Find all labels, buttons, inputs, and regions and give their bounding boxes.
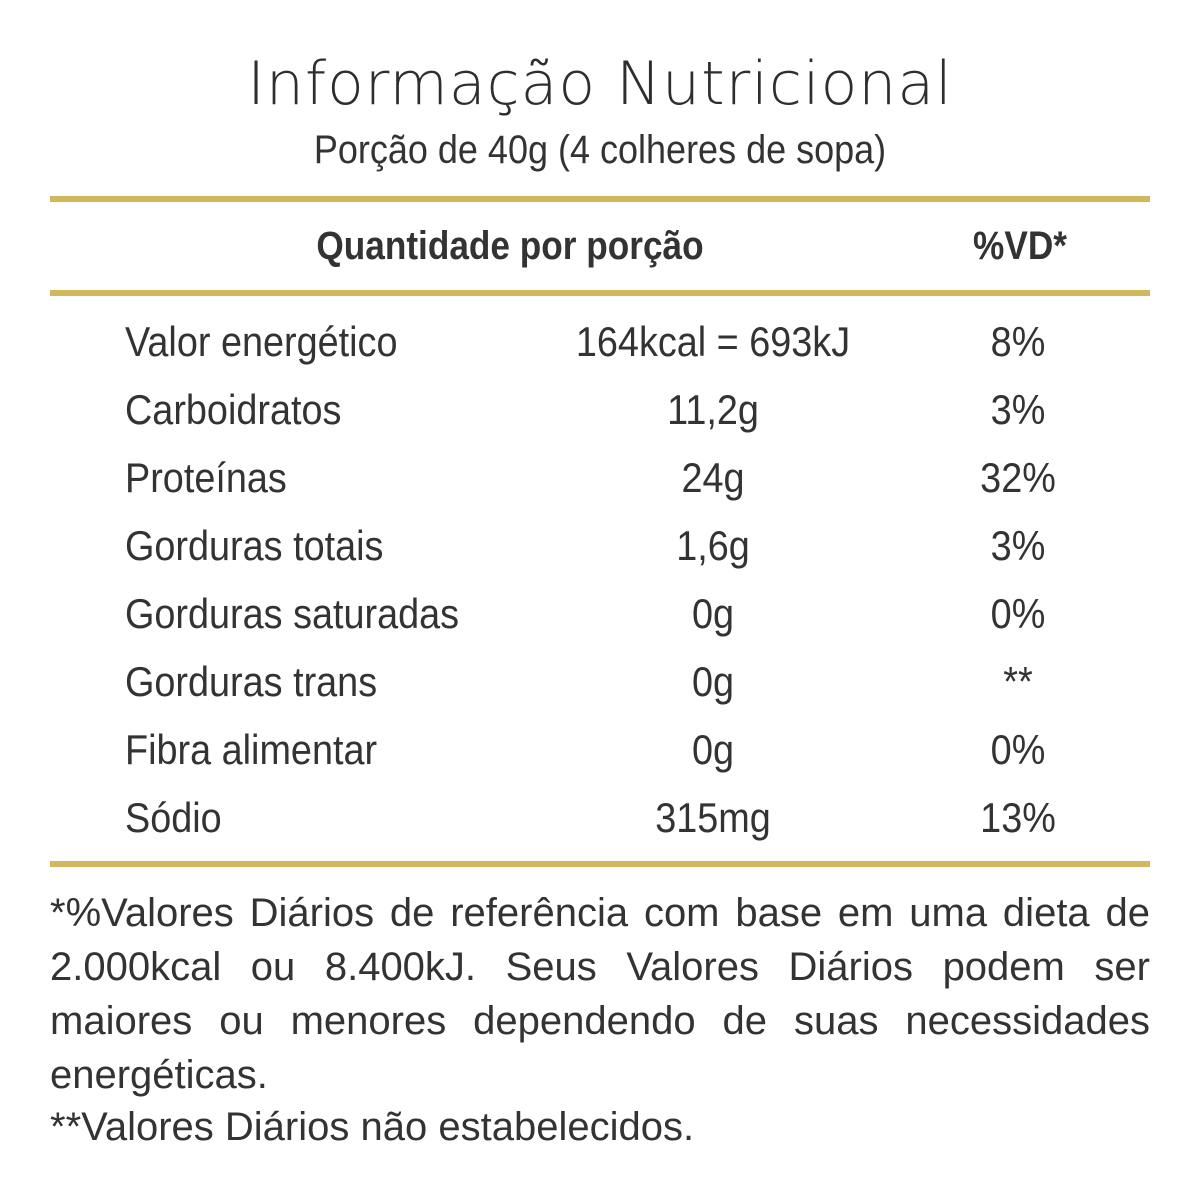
nutrient-daily-value: 3% (990, 522, 1046, 569)
nutrient-daily-value: ** (1003, 658, 1033, 705)
table-row: Gorduras saturadas 0g 0% (0, 582, 1200, 650)
nutrient-amount: 24g (681, 454, 745, 501)
divider-header (50, 290, 1150, 296)
table-row: Sódio 315mg 13% (0, 786, 1200, 854)
table-row: Gorduras trans 0g ** (0, 650, 1200, 718)
nutrient-amount: 0g (691, 658, 735, 705)
nutrient-label: Gorduras saturadas (125, 590, 460, 637)
nutrient-label: Carboidratos (125, 386, 342, 433)
nutrient-daily-value: 3% (990, 386, 1046, 433)
divider-top (50, 196, 1150, 202)
table-row: Carboidratos 11,2g 3% (0, 378, 1200, 446)
nutrient-label: Valor energético (125, 318, 398, 365)
table-row: Fibra alimentar 0g 0% (0, 718, 1200, 786)
nutrient-amount: 315mg (655, 794, 771, 841)
not-established-footnote: **Valores Diários não estabelecidos. (50, 1105, 695, 1149)
daily-value-header: %VD* (973, 224, 1067, 268)
table-row: Proteínas 24g 32% (0, 446, 1200, 514)
page-title: Informação Nutricional (247, 49, 953, 119)
nutrient-amount: 0g (691, 590, 735, 637)
nutrient-daily-value: 13% (980, 794, 1056, 841)
nutrient-daily-value: 0% (990, 590, 1046, 637)
nutrient-amount: 1,6g (676, 522, 750, 569)
nutrient-daily-value: 32% (980, 454, 1056, 501)
nutrient-label: Gorduras trans (125, 658, 378, 705)
nutrient-amount: 11,2g (667, 386, 759, 433)
nutrient-daily-value: 0% (990, 726, 1046, 773)
nutrient-label: Proteínas (125, 454, 287, 501)
divider-bottom (50, 861, 1150, 867)
table-row: Valor energético 164kcal = 693kJ 8% (0, 310, 1200, 378)
nutrient-amount: 0g (691, 726, 735, 773)
table-row: Gorduras totais 1,6g 3% (0, 514, 1200, 582)
nutrient-label: Sódio (125, 794, 222, 841)
nutrition-table: Valor energético 164kcal = 693kJ 8% Carb… (0, 310, 1200, 854)
quantity-per-serving-header: Quantidade por porção (316, 224, 704, 268)
nutrient-daily-value: 8% (990, 318, 1046, 365)
nutrient-label: Fibra alimentar (125, 726, 378, 773)
nutrient-amount: 164kcal = 693kJ (575, 318, 851, 365)
nutrient-label: Gorduras totais (125, 522, 384, 569)
daily-value-footnote: *%Valores Diários de referência com base… (50, 891, 1150, 1097)
serving-size: Porção de 40g (4 colheres de sopa) (313, 128, 887, 172)
